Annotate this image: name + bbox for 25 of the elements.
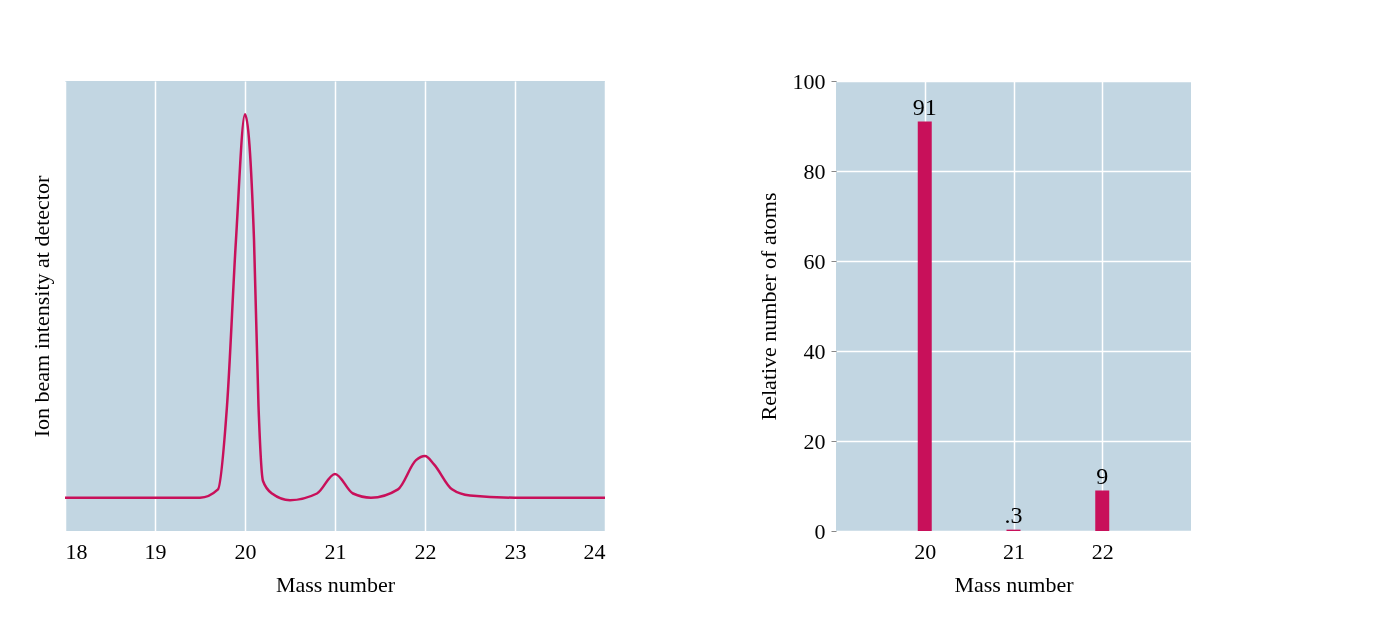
y-tick-label: 40 — [803, 338, 826, 364]
bar — [917, 121, 932, 531]
x-tick-label: 19 — [144, 538, 167, 564]
x-axis-title: Mass number — [275, 571, 396, 597]
y-tick-label: 80 — [803, 158, 826, 184]
y-tick-label: 60 — [803, 248, 826, 274]
x-tick-label: 21 — [324, 538, 347, 564]
bar — [1095, 490, 1110, 531]
x-tick-label: 20 — [914, 538, 937, 564]
x-tick-label: 20 — [234, 538, 257, 564]
x-tick-label: 24 — [583, 538, 606, 564]
x-tick-label: 21 — [1003, 538, 1025, 564]
x-axis-title: Mass number — [954, 571, 1075, 597]
x-tick-label: 23 — [504, 538, 527, 564]
text: 91 — [912, 93, 937, 120]
y-tick-label: 20 — [803, 428, 826, 454]
text: .3 — [1004, 501, 1023, 528]
y-tick-label: 100 — [792, 68, 826, 94]
y-axis-title: Relative number of atoms — [755, 192, 781, 421]
y-axis-title: Ion beam intensity at detector — [28, 175, 54, 438]
y-tick-label: 0 — [814, 518, 826, 544]
x-tick-label: 22 — [1091, 538, 1114, 564]
x-tick-label: 18 — [65, 538, 88, 564]
x-tick-label: 22 — [414, 538, 437, 564]
text: 9 — [1096, 462, 1109, 489]
